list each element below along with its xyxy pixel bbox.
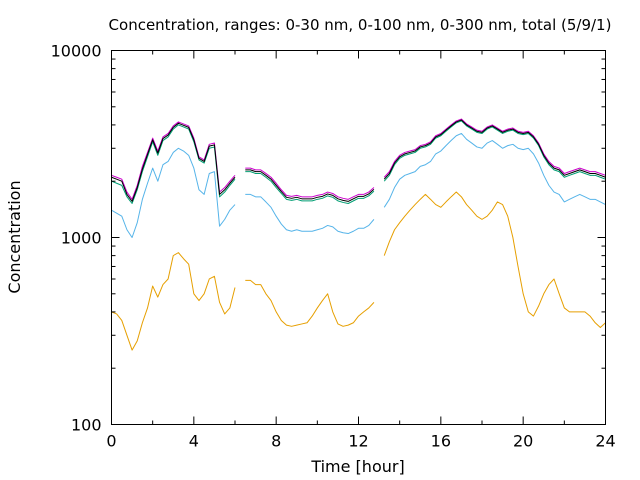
plot-area [111,118,606,351]
x-tick-label: 4 [189,432,199,451]
series-line-4 [111,191,606,351]
y-tick-label: 100 [71,416,102,435]
x-tick-label: 12 [348,432,368,451]
series-line-1 [111,118,606,200]
series-line-5 [111,119,606,202]
chart-title: Concentration, ranges: 0-30 nm, 0-100 nm… [109,16,612,34]
x-tick-label: 20 [513,432,533,451]
y-tick-label: 1000 [61,229,102,248]
plot-frame [111,50,606,425]
y-axis-label: Concentration [5,180,24,293]
x-tick-label: 0 [106,432,116,451]
x-axis-label: Time [hour] [310,457,404,476]
x-tick-label: 8 [271,432,281,451]
x-axis: 0 4 8 12 16 20 24 [106,50,616,451]
x-tick-label: 24 [595,432,615,451]
y-axis: 100 1000 10000 [51,42,606,435]
x-tick-label: 16 [431,432,451,451]
series-line-3 [111,132,606,238]
y-tick-label: 10000 [51,42,102,61]
